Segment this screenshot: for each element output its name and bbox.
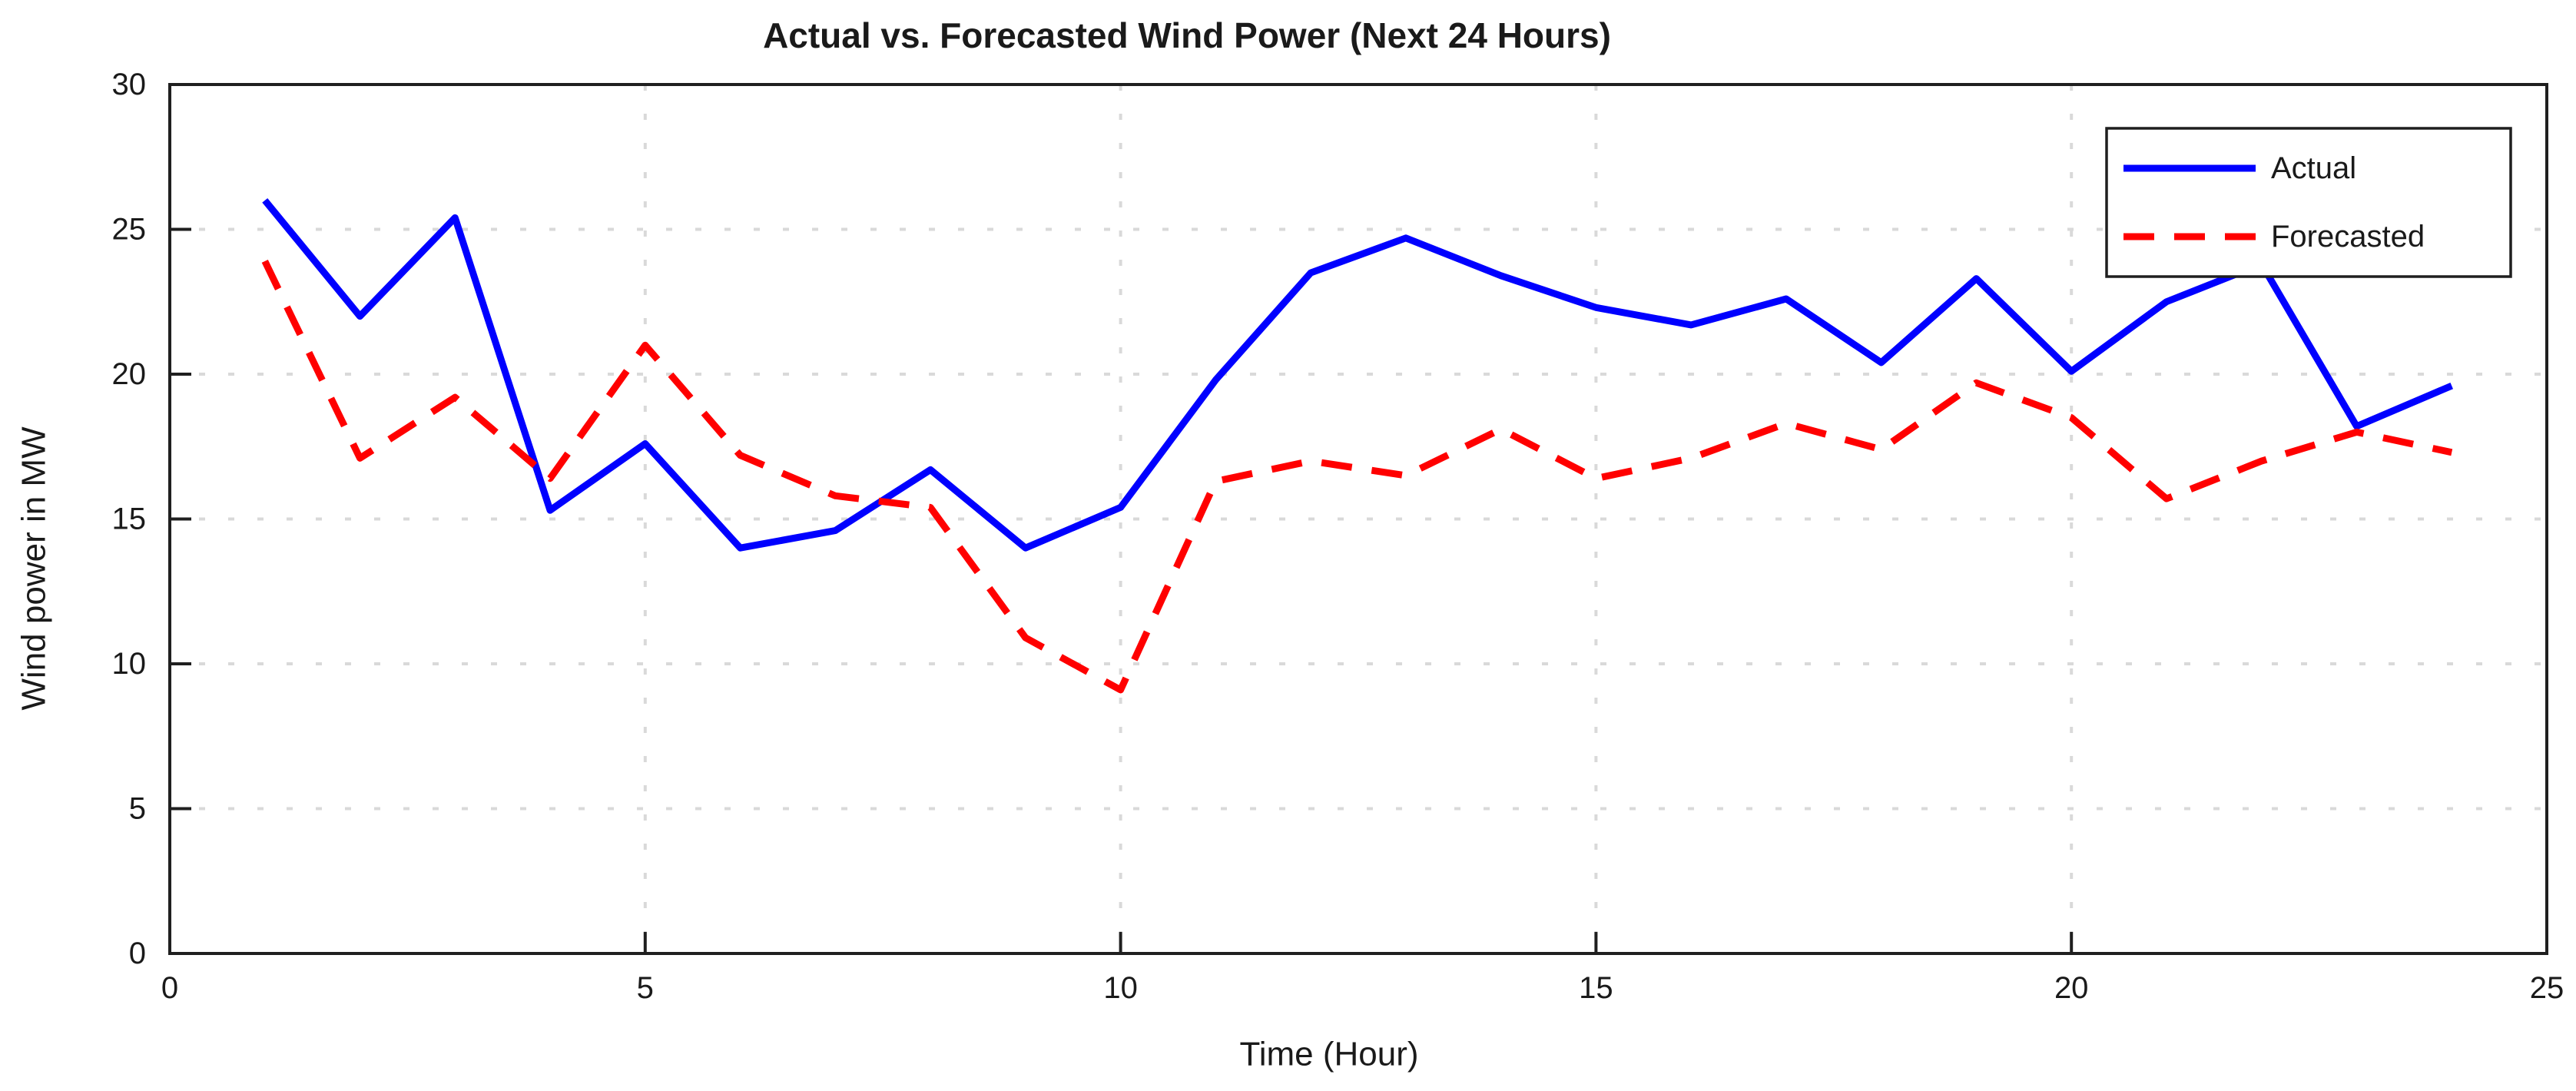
legend: Actual Forecasted (2105, 127, 2512, 278)
x-axis-label: Time (Hour) (1239, 1036, 1418, 1073)
legend-border (2105, 127, 2512, 278)
legend-item-forecasted: Forecasted (2123, 220, 2425, 254)
y-tick-label-15: 15 (112, 502, 147, 536)
legend-label-forecasted: Forecasted (2271, 220, 2425, 254)
x-tick-label-10: 10 (1103, 971, 1138, 1005)
y-tick-label-20: 20 (112, 357, 147, 391)
y-tick-label-5: 5 (129, 792, 146, 826)
x-tick-label-5: 5 (637, 971, 654, 1005)
legend-item-actual: Actual (2123, 151, 2356, 185)
y-tick-label-10: 10 (112, 647, 147, 681)
legend-label-actual: Actual (2271, 151, 2356, 185)
forecasted-line (261, 260, 2453, 694)
x-tick-label-20: 20 (2054, 971, 2089, 1005)
x-tick-label-15: 15 (1579, 971, 1613, 1005)
y-axis-label: Wind power in MW (15, 426, 53, 711)
y-tick-label-25: 25 (112, 213, 147, 247)
chart-title: Actual vs. Forecasted Wind Power (Next 2… (763, 15, 1611, 55)
y-tick-label-0: 0 (129, 937, 146, 970)
y-tick-label-30: 30 (112, 68, 147, 101)
actual-line (262, 197, 2454, 552)
x-tick-label-0: 0 (161, 971, 178, 1005)
x-tick-label-25: 25 (2530, 971, 2564, 1005)
tick-label-layer: 0 5 10 15 20 25 0 5 10 15 20 25 30 (112, 68, 2564, 1005)
plot-border (168, 83, 2548, 955)
series-layer (261, 197, 2454, 694)
